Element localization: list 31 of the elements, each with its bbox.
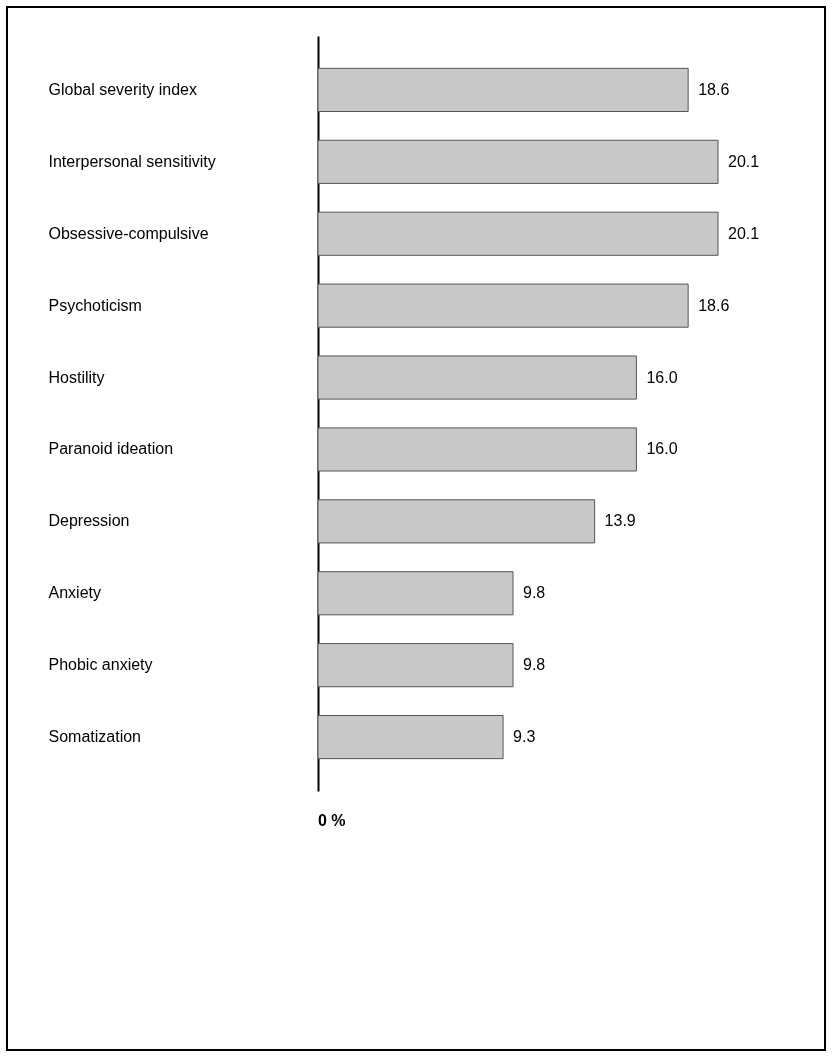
- y-tick-label: Anxiety: [48, 584, 101, 602]
- data-label: 16.0: [646, 440, 678, 458]
- data-label: 20.1: [728, 224, 760, 242]
- y-tick-label: Somatization: [48, 728, 141, 746]
- bar: [317, 283, 689, 328]
- data-label: 18.6: [698, 80, 730, 98]
- bar: [317, 211, 719, 256]
- data-label: 13.9: [604, 512, 636, 530]
- data-label: 20.1: [728, 152, 760, 170]
- y-tick-label: Hostility: [48, 368, 105, 386]
- data-label: 16.0: [646, 368, 678, 386]
- y-tick-label: Interpersonal sensitivity: [48, 152, 216, 170]
- y-tick-label: Phobic anxiety: [48, 656, 153, 674]
- bar: [317, 427, 637, 472]
- bar: [317, 355, 637, 400]
- y-tick-label: Psychoticism: [48, 296, 142, 314]
- y-tick-label: Paranoid ideation: [48, 440, 174, 458]
- data-label: 9.8: [523, 656, 546, 674]
- data-label: 9.8: [523, 584, 546, 602]
- data-label: 18.6: [698, 296, 730, 314]
- bar: [317, 643, 514, 688]
- text: 0 %: [318, 812, 346, 829]
- bar: [317, 571, 514, 616]
- bar: [317, 715, 504, 760]
- bar: [317, 499, 596, 544]
- bar: [317, 67, 689, 112]
- data-label: 9.3: [513, 728, 536, 746]
- bar: [317, 139, 719, 184]
- y-tick-label: Obsessive-compulsive: [48, 224, 209, 242]
- y-tick-label: Global severity index: [48, 80, 198, 98]
- y-tick-label: Depression: [48, 512, 130, 530]
